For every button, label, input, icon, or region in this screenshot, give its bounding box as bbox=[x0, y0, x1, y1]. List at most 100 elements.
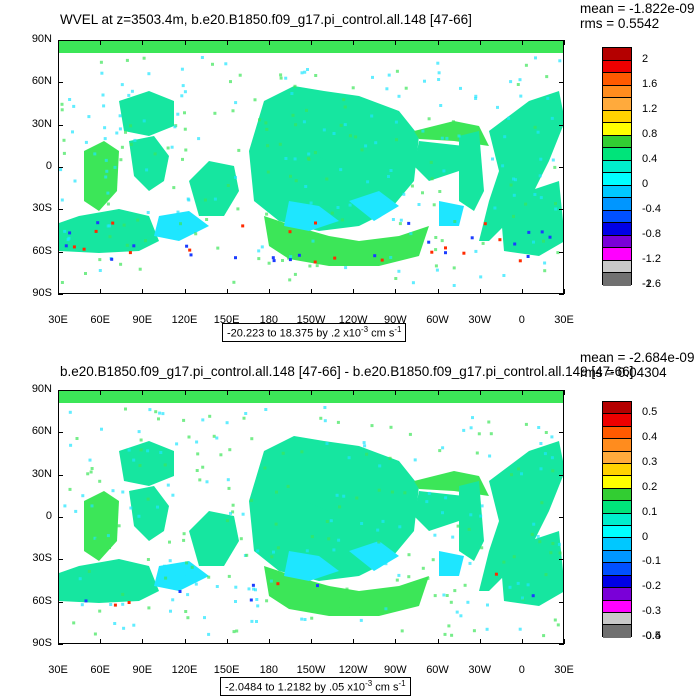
field-speckle bbox=[543, 261, 547, 265]
field-speckle bbox=[157, 417, 160, 421]
field-extreme bbox=[548, 235, 552, 239]
lon-tick-bottom bbox=[479, 289, 481, 294]
lat-tick-right bbox=[559, 82, 564, 84]
field-speckle bbox=[503, 135, 507, 139]
ocean-region bbox=[389, 141, 409, 181]
field-speckle bbox=[279, 76, 283, 80]
field-patches bbox=[59, 391, 563, 638]
field-speckle bbox=[255, 598, 259, 601]
field-speckle bbox=[62, 151, 66, 155]
field-extreme bbox=[127, 601, 131, 604]
field-speckle bbox=[90, 504, 94, 508]
field-speckle bbox=[232, 280, 236, 284]
field-speckle bbox=[119, 262, 123, 266]
field-speckle bbox=[502, 560, 506, 564]
field-speckle bbox=[444, 496, 448, 500]
field-speckle bbox=[182, 538, 186, 542]
lon-tick-top bbox=[184, 390, 186, 395]
field-speckle bbox=[556, 251, 560, 255]
lon-tick-top bbox=[226, 390, 228, 395]
field-speckle bbox=[338, 505, 342, 509]
field-speckle bbox=[502, 274, 506, 277]
field-speckle bbox=[266, 170, 270, 174]
field-speckle bbox=[344, 266, 348, 270]
colorbar-label: -0.5 bbox=[642, 630, 661, 642]
field-speckle bbox=[260, 245, 264, 249]
field-speckle bbox=[439, 104, 443, 107]
field-speckle bbox=[219, 453, 223, 457]
field-extreme bbox=[84, 599, 88, 603]
colorbar-swatch bbox=[603, 273, 631, 286]
colorbar-swatch bbox=[603, 223, 631, 236]
field-speckle bbox=[213, 111, 217, 115]
field-speckle bbox=[363, 444, 367, 448]
field-speckle bbox=[187, 435, 191, 439]
lat-tick-right bbox=[559, 601, 564, 603]
field-extreme bbox=[540, 230, 544, 234]
field-speckle bbox=[205, 480, 209, 484]
lat-tick-right bbox=[559, 251, 564, 253]
field-speckle bbox=[440, 136, 444, 140]
field-speckle bbox=[293, 84, 297, 88]
field-speckle bbox=[359, 618, 363, 622]
ocean-field bbox=[59, 391, 563, 638]
field-speckle bbox=[462, 428, 466, 432]
field-speckle bbox=[309, 201, 313, 205]
lat-tick-label: 30N bbox=[31, 117, 52, 130]
field-speckle bbox=[95, 537, 99, 541]
lon-tick-top bbox=[437, 40, 439, 45]
field-speckle bbox=[108, 546, 111, 549]
colorbar-swatch bbox=[603, 550, 631, 564]
field-speckle bbox=[315, 264, 319, 268]
colorbar-swatch bbox=[603, 575, 631, 589]
field-extreme bbox=[72, 245, 76, 249]
lon-tick-top bbox=[100, 40, 102, 45]
field-speckle bbox=[347, 456, 351, 460]
field-speckle bbox=[305, 108, 308, 112]
lat-tick-right bbox=[559, 124, 564, 126]
field-extreme bbox=[288, 258, 292, 262]
lat-tick-label: 90N bbox=[31, 33, 52, 45]
field-speckle bbox=[530, 532, 534, 536]
field-speckle bbox=[256, 604, 260, 608]
field-speckle bbox=[104, 158, 108, 162]
field-speckle bbox=[106, 202, 110, 206]
field-speckle bbox=[133, 138, 137, 142]
field-speckle bbox=[186, 593, 190, 597]
field-extreme bbox=[251, 583, 255, 587]
field-speckle bbox=[103, 137, 107, 141]
colorbar-label: -0.8 bbox=[642, 227, 661, 240]
field-speckle bbox=[294, 123, 298, 127]
field-speckle bbox=[226, 478, 230, 482]
lon-tick-top bbox=[142, 390, 144, 395]
field-speckle bbox=[225, 519, 229, 523]
field-speckle bbox=[80, 603, 84, 607]
field-speckle bbox=[63, 229, 67, 233]
field-speckle bbox=[472, 629, 476, 633]
field-speckle bbox=[305, 549, 309, 553]
lat-tick-label: 60S bbox=[32, 594, 52, 607]
field-speckle bbox=[173, 125, 177, 129]
field-speckle bbox=[346, 607, 350, 611]
field-speckle bbox=[469, 426, 473, 430]
field-speckle bbox=[507, 116, 511, 120]
field-speckle bbox=[377, 540, 381, 544]
lon-tick-label: 90W bbox=[384, 314, 407, 326]
colorbar-label: 1.2 bbox=[642, 102, 658, 115]
field-speckle bbox=[327, 537, 331, 541]
field-speckle bbox=[169, 609, 172, 613]
lat-tick-right bbox=[559, 390, 564, 391]
field-speckle bbox=[236, 207, 240, 211]
field-speckle bbox=[60, 281, 64, 284]
field-speckle bbox=[539, 157, 543, 161]
field-speckle bbox=[348, 203, 352, 207]
field-speckle bbox=[526, 583, 530, 587]
field-speckle bbox=[265, 127, 269, 131]
field-speckle bbox=[556, 623, 560, 627]
lat-tick-right bbox=[559, 209, 564, 211]
colorbar-label: 0.5 bbox=[642, 406, 658, 419]
field-speckle bbox=[480, 546, 484, 550]
field-speckle bbox=[444, 560, 448, 563]
field-speckle bbox=[381, 519, 385, 523]
field-speckle bbox=[371, 75, 374, 79]
